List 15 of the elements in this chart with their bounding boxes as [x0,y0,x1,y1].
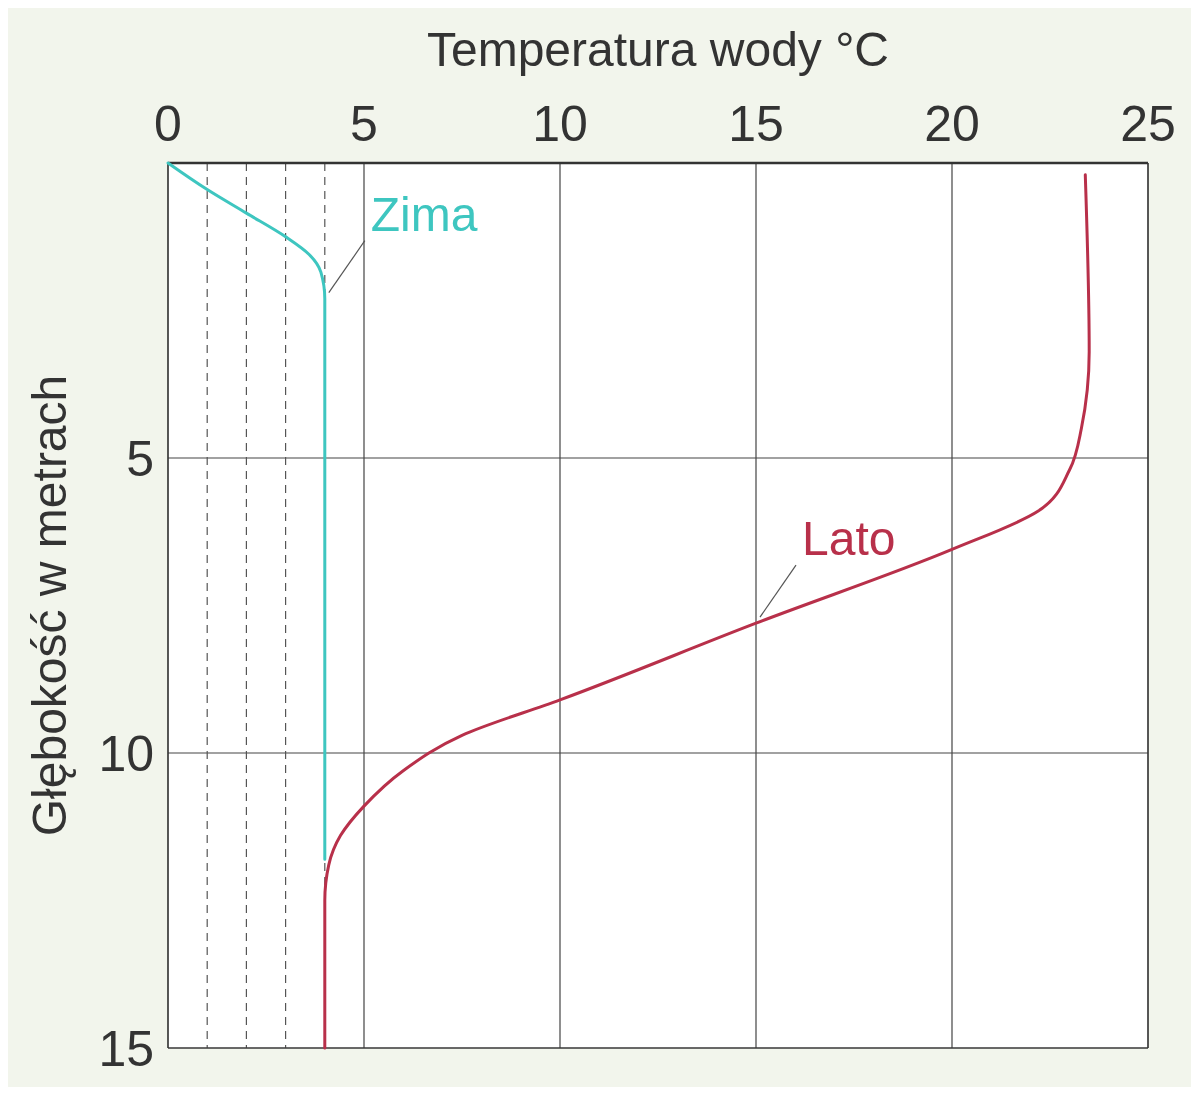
x-tick-label: 10 [532,96,588,152]
y-axis-title: Głębokość w metrach [23,374,76,837]
x-tick-label: 0 [154,96,182,152]
line-series [323,173,1091,1050]
x-tick-label: 20 [924,96,980,152]
x-axis-title: Temperatura wody °C [426,23,890,76]
x-tick-label: 5 [350,96,378,152]
y-tick-label: 10 [98,725,154,782]
y-tick-label: 5 [126,430,154,487]
x-tick-label: 15 [728,96,784,152]
y-tick-label: 15 [98,1020,154,1077]
series-label: Lato [802,512,896,566]
series-label: Zima [370,187,478,241]
x-tick-label: 25 [1120,96,1176,152]
line-series [166,161,327,861]
